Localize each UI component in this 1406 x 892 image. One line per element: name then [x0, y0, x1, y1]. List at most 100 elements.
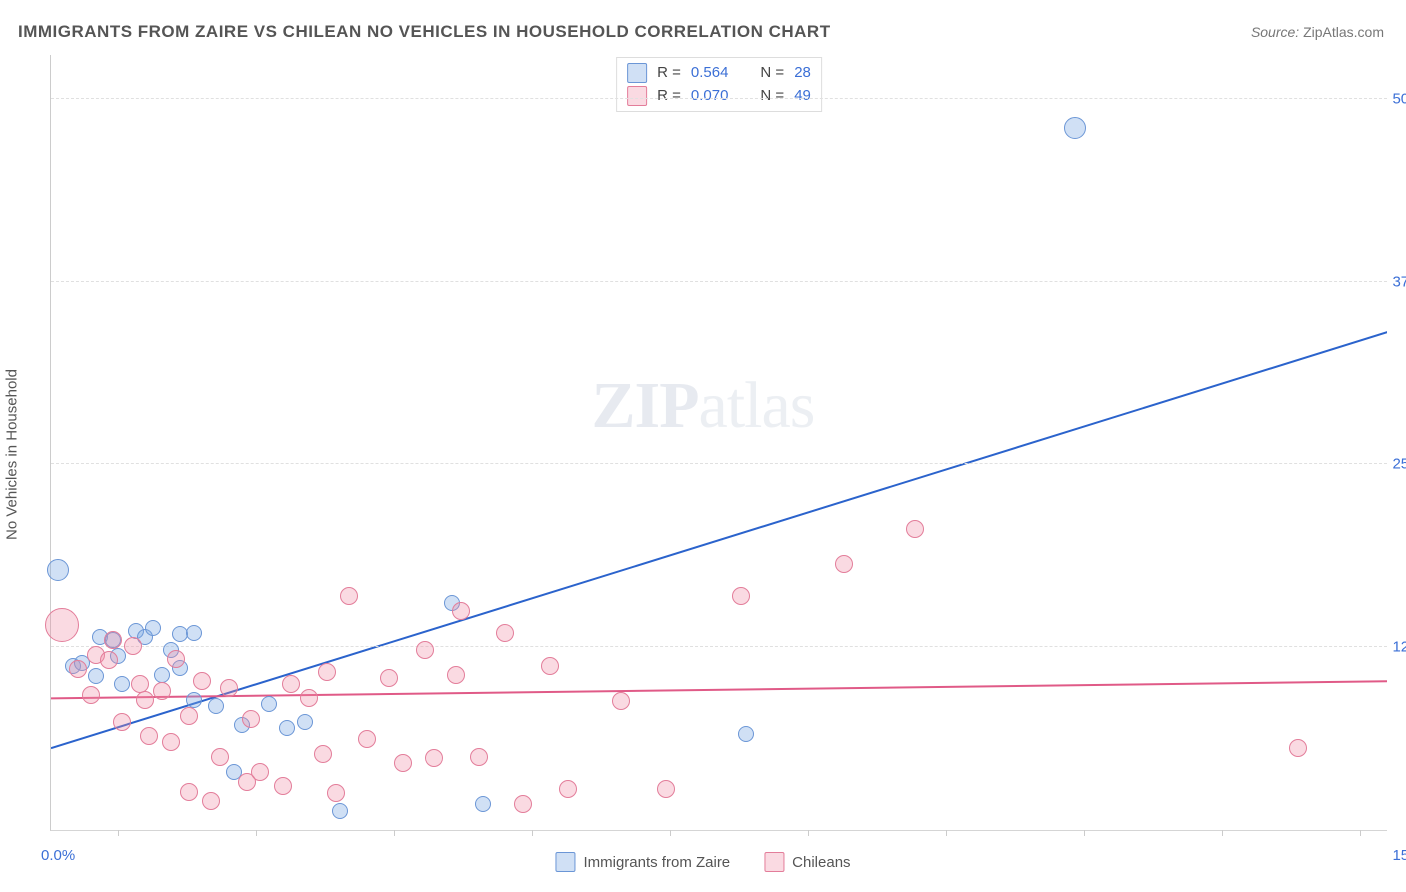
- data-point: [82, 686, 100, 704]
- data-point: [251, 763, 269, 781]
- data-point: [496, 624, 514, 642]
- data-point: [47, 559, 69, 581]
- legend-n-label: N =: [760, 85, 784, 108]
- legend-r-value: 0.070: [691, 85, 729, 108]
- legend-series-name: Immigrants from Zaire: [583, 854, 730, 871]
- legend-swatch: [627, 86, 647, 106]
- x-tick: [1222, 830, 1223, 836]
- legend-row: R = 0.070 N = 49: [627, 85, 811, 108]
- legend-r-label: R =: [657, 85, 681, 108]
- gridline: 12.5%: [51, 646, 1387, 647]
- data-point: [167, 650, 185, 668]
- legend-swatch: [764, 852, 784, 872]
- data-point: [314, 745, 332, 763]
- x-axis-origin-label: 0.0%: [41, 847, 75, 864]
- data-point: [202, 792, 220, 810]
- legend-row: R = 0.564 N = 28: [627, 62, 811, 85]
- series-legend: Immigrants from Zaire Chileans: [555, 852, 850, 872]
- x-tick: [946, 830, 947, 836]
- legend-r-label: R =: [657, 62, 681, 85]
- data-point: [559, 780, 577, 798]
- legend-r-value: 0.564: [691, 62, 729, 85]
- data-point: [100, 651, 118, 669]
- data-point: [45, 608, 79, 642]
- data-point: [154, 667, 170, 683]
- data-point: [180, 707, 198, 725]
- data-point: [447, 666, 465, 684]
- x-tick: [256, 830, 257, 836]
- data-point: [738, 726, 754, 742]
- legend-n-label: N =: [760, 62, 784, 85]
- data-point: [124, 637, 142, 655]
- data-point: [136, 691, 154, 709]
- y-axis-label: No Vehicles in Household: [4, 369, 21, 540]
- x-tick: [1084, 830, 1085, 836]
- gridline: 25.0%: [51, 463, 1387, 464]
- data-point: [452, 602, 470, 620]
- scatter-chart: R = 0.564N = 28R = 0.070N = 49 0.0% 15.0…: [50, 55, 1387, 831]
- data-point: [657, 780, 675, 798]
- legend-n-value: 28: [794, 62, 811, 85]
- data-point: [475, 796, 491, 812]
- data-point: [327, 784, 345, 802]
- data-point: [186, 625, 202, 641]
- data-point: [318, 663, 336, 681]
- data-point: [104, 631, 122, 649]
- data-point: [180, 783, 198, 801]
- trendline: [51, 321, 1387, 748]
- data-point: [145, 620, 161, 636]
- data-point: [394, 754, 412, 772]
- x-axis-end-label: 15.0%: [1392, 847, 1406, 864]
- source-label: Source:: [1251, 24, 1299, 40]
- data-point: [274, 777, 292, 795]
- x-tick: [532, 830, 533, 836]
- x-tick: [808, 830, 809, 836]
- data-point: [300, 689, 318, 707]
- y-tick-label: 37.5%: [1392, 273, 1406, 290]
- data-point: [88, 668, 104, 684]
- legend-item: Immigrants from Zaire: [555, 852, 730, 872]
- data-point: [340, 587, 358, 605]
- data-point: [140, 727, 158, 745]
- data-point: [69, 660, 87, 678]
- data-point: [541, 657, 559, 675]
- data-point: [425, 749, 443, 767]
- data-point: [220, 679, 238, 697]
- legend-item: Chileans: [764, 852, 850, 872]
- source-attribution: Source: ZipAtlas.com: [1251, 24, 1384, 40]
- data-point: [470, 748, 488, 766]
- legend-swatch: [627, 63, 647, 83]
- chart-title: IMMIGRANTS FROM ZAIRE VS CHILEAN NO VEHI…: [18, 22, 831, 42]
- x-tick: [394, 830, 395, 836]
- data-point: [332, 803, 348, 819]
- data-point: [193, 672, 211, 690]
- data-point: [208, 698, 224, 714]
- data-point: [514, 795, 532, 813]
- data-point: [162, 733, 180, 751]
- trendline: [51, 681, 1387, 699]
- y-tick-label: 12.5%: [1392, 639, 1406, 656]
- data-point: [380, 669, 398, 687]
- source-value: ZipAtlas.com: [1303, 24, 1384, 40]
- data-point: [279, 720, 295, 736]
- gridline: 37.5%: [51, 281, 1387, 282]
- x-tick: [118, 830, 119, 836]
- data-point: [261, 696, 277, 712]
- data-point: [1289, 739, 1307, 757]
- legend-swatch: [555, 852, 575, 872]
- legend-n-value: 49: [794, 85, 811, 108]
- data-point: [242, 710, 260, 728]
- data-point: [114, 676, 130, 692]
- correlation-legend: R = 0.564 N = 28 R = 0.070 N = 49: [616, 57, 822, 112]
- data-point: [211, 748, 229, 766]
- legend-series-name: Chileans: [792, 854, 850, 871]
- data-point: [906, 520, 924, 538]
- data-point: [1064, 117, 1086, 139]
- data-point: [835, 555, 853, 573]
- data-point: [358, 730, 376, 748]
- data-point: [282, 675, 300, 693]
- y-tick-label: 50.0%: [1392, 90, 1406, 107]
- x-tick: [1360, 830, 1361, 836]
- data-point: [732, 587, 750, 605]
- y-tick-label: 25.0%: [1392, 456, 1406, 473]
